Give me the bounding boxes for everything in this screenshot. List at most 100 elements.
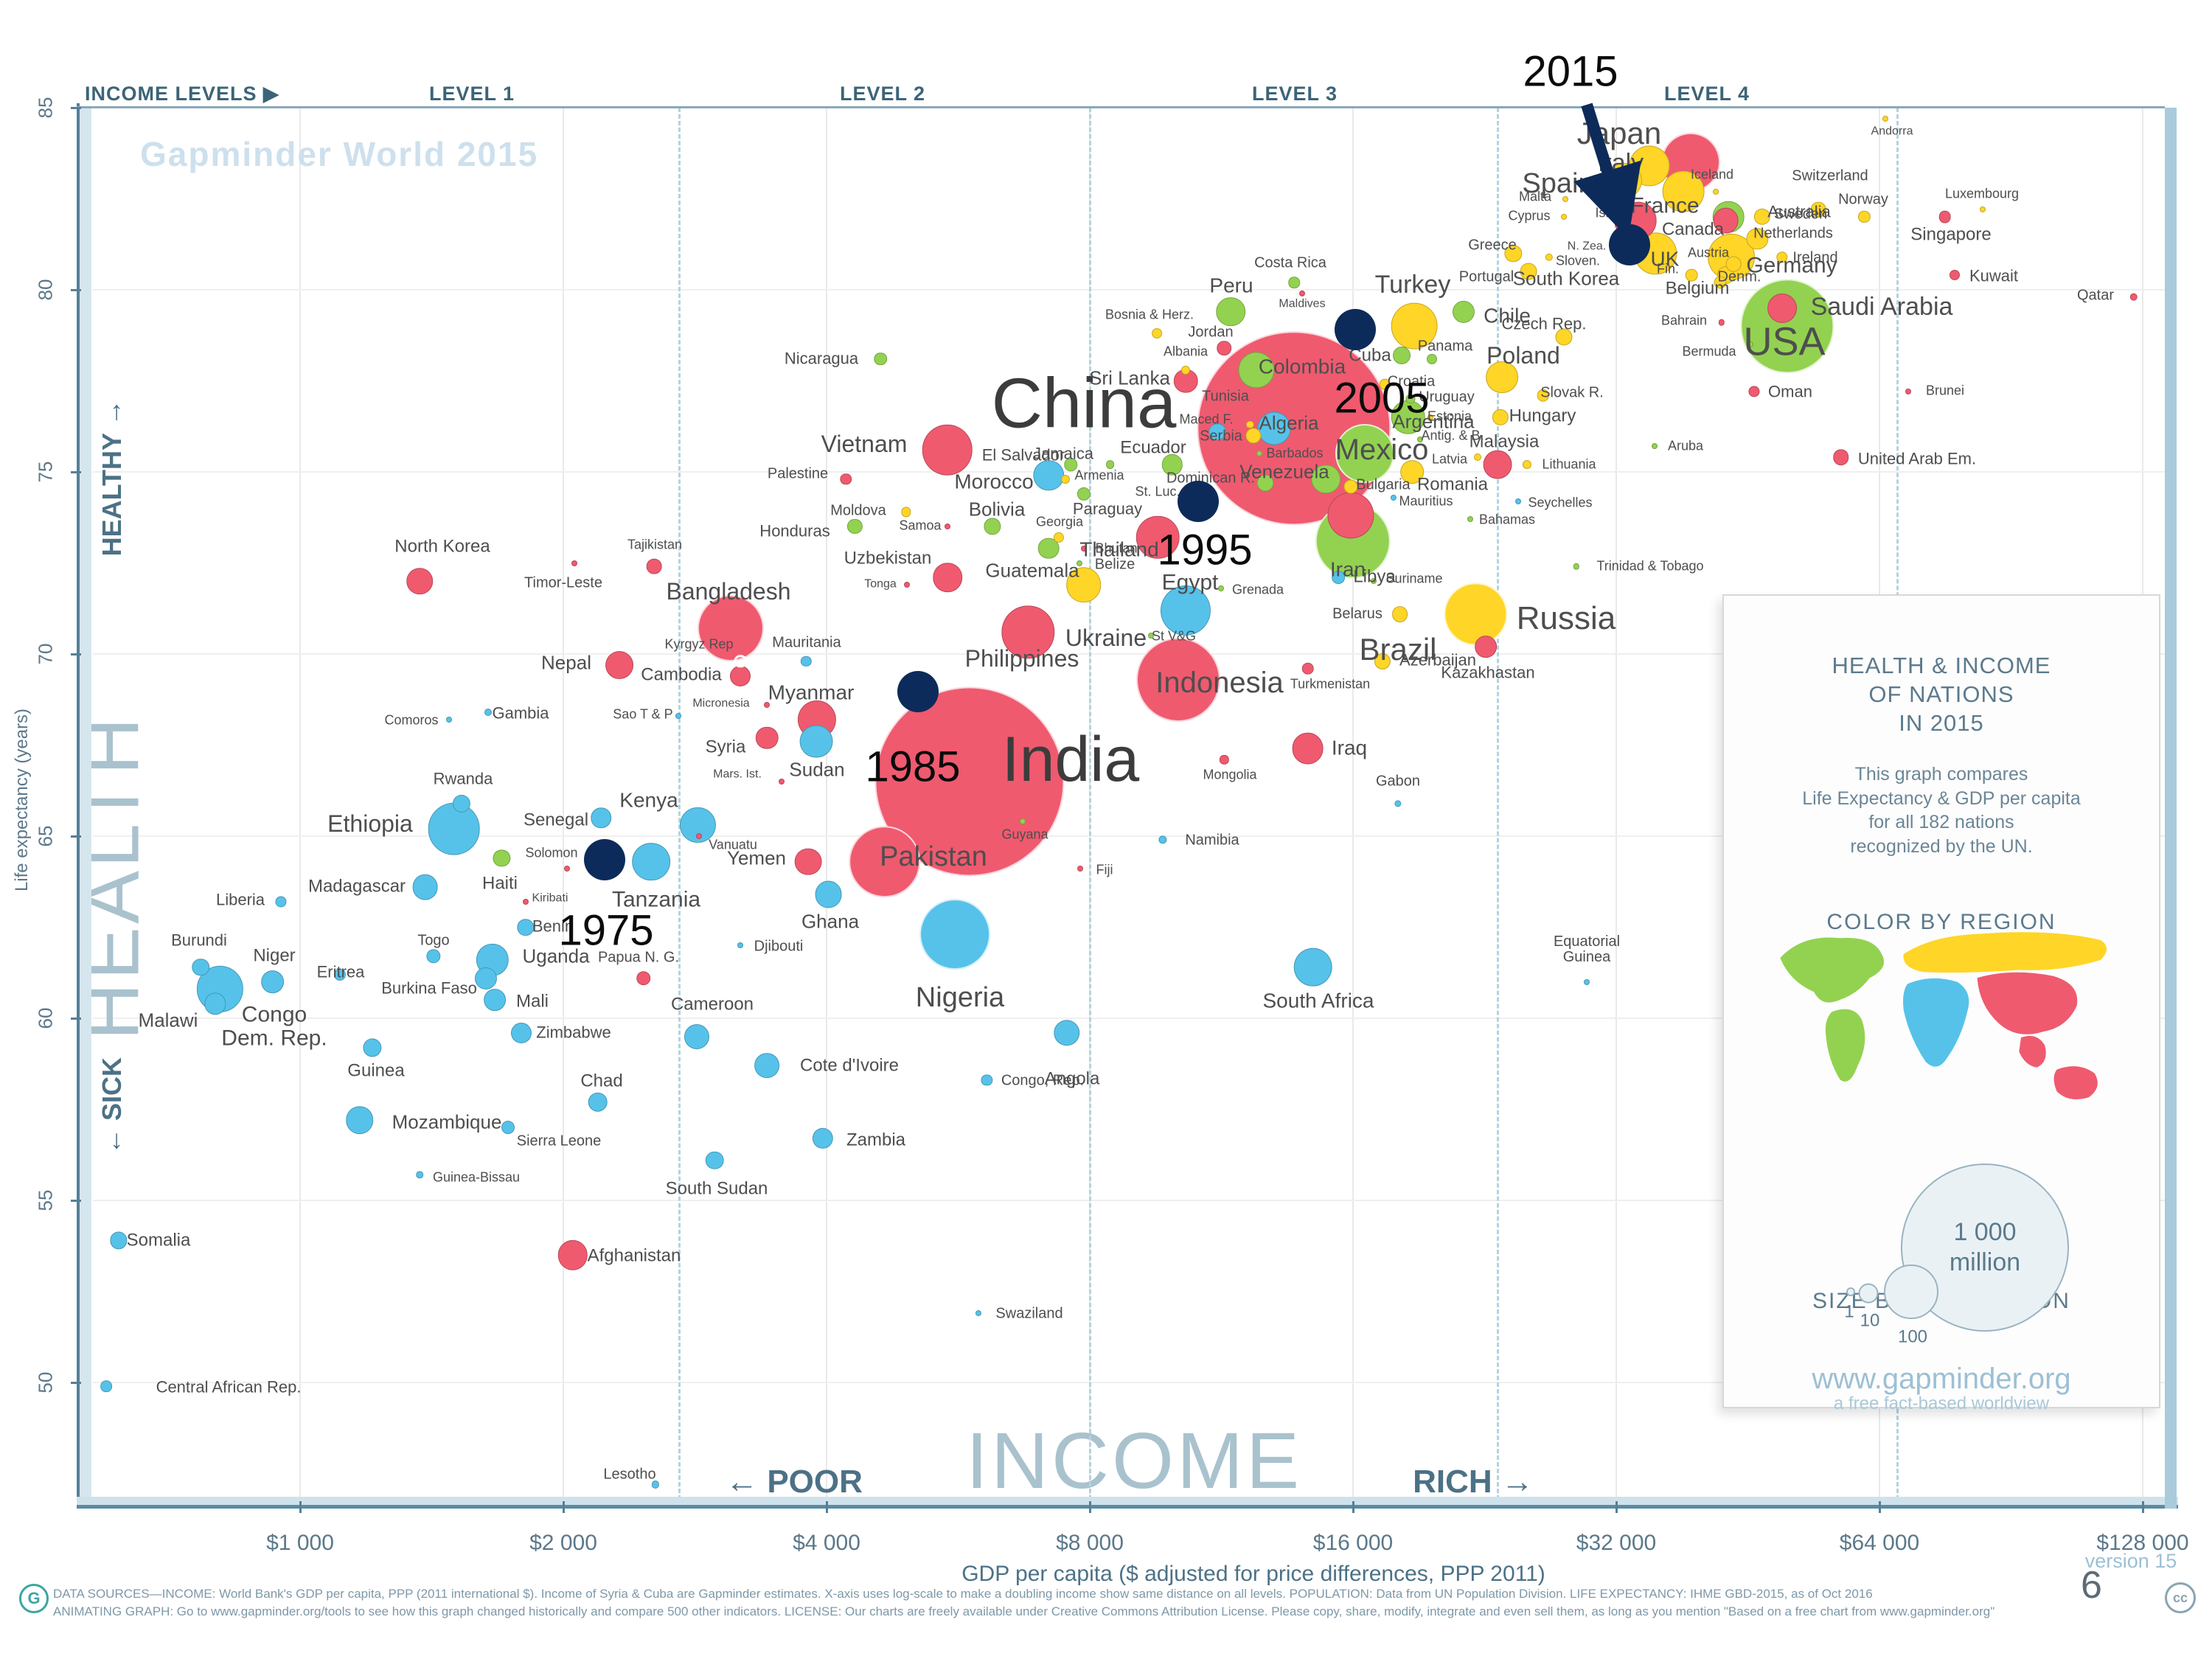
bubble-bosnia-herz: [1151, 328, 1162, 339]
label-ethiopia: Ethiopia: [327, 810, 413, 838]
bubble-seychelles: [1514, 498, 1521, 504]
bubble-sloven: [1545, 253, 1553, 261]
label-togo: Togo: [417, 932, 450, 949]
label-rwanda: Rwanda: [433, 769, 493, 788]
version-label: version 15: [2084, 1550, 2177, 1572]
bubble-qatar: [2129, 293, 2138, 302]
label-gabon: Gabon: [1375, 773, 1421, 790]
bubble-bhutan: [1080, 545, 1087, 552]
y-gridline-50: [93, 1382, 2165, 1383]
label-kazakhastan: Kazakhastan: [1441, 663, 1535, 682]
x-tick-4000: [826, 1501, 828, 1513]
watermark-title: Gapminder World 2015: [140, 135, 539, 173]
label-grenada: Grenada: [1231, 582, 1284, 597]
x-gridline-32000: [1615, 108, 1617, 1500]
legend-color-by-region-heading: COLOR BY REGION: [1826, 910, 2056, 935]
label-gambia: Gambia: [492, 703, 549, 723]
bubble-luxembourg: [1980, 206, 1986, 213]
bubble-estonia: [1427, 414, 1433, 420]
bubble-croatia: [1379, 379, 1391, 390]
bubble-cote-d-ivoire: [754, 1053, 780, 1079]
bubble-yemen: [794, 848, 822, 875]
bubble-namibia: [1158, 835, 1167, 844]
bubble-aruba: [1652, 443, 1658, 450]
y-tick-label-80: 80: [34, 279, 57, 301]
bubble-angola: [1054, 1020, 1080, 1046]
label-bhutan: Bhutan: [1095, 540, 1138, 556]
label-latvia: Latvia: [1431, 451, 1468, 467]
bubble-singapore: [1938, 210, 1951, 223]
x-tick-label-8000: $8 000: [1056, 1531, 1124, 1555]
level-header-level-4: LEVEL 4: [1663, 83, 1750, 105]
bubble-romania: [1400, 460, 1425, 484]
bubble-uzbekistan: [933, 563, 962, 593]
label-congo-rep: Congo, Rep.: [1001, 1072, 1085, 1089]
bubble-belarus: [1391, 605, 1408, 622]
bubble-zambia: [812, 1127, 834, 1150]
label-maldives: Maldives: [1279, 297, 1326, 310]
bubble-south-sudan: [706, 1151, 724, 1169]
trajectory-year-label-2005: 2005: [1334, 374, 1430, 422]
label-lithuania: Lithuania: [1542, 456, 1596, 472]
bubble-congo-rep: [981, 1074, 992, 1086]
label-angola: Angola: [1044, 1068, 1100, 1089]
x-gridline-2000: [563, 108, 564, 1500]
label-bosnia-herz: Bosnia & Herz.: [1105, 307, 1194, 322]
label-oman: Oman: [1768, 382, 1812, 401]
y-tick-label-60: 60: [34, 1007, 57, 1029]
label-nepal: Nepal: [541, 651, 591, 674]
label-swaziland: Swaziland: [995, 1305, 1063, 1322]
rich-label: RICH →: [1413, 1464, 1534, 1500]
label-china: China: [991, 364, 1177, 443]
label-jordan: Jordan: [1188, 324, 1234, 341]
bubble-nigeria: [919, 899, 991, 970]
bubble-azerbaijan: [1374, 653, 1391, 669]
label-ukraine: Ukraine: [1065, 625, 1147, 652]
label-belarus: Belarus: [1332, 605, 1382, 622]
label-costa-rica: Costa Rica: [1254, 254, 1326, 271]
label-belize: Belize: [1094, 556, 1135, 573]
slide-page-number: 6: [2081, 1564, 2102, 1607]
label-djibouti: Djibouti: [754, 938, 804, 955]
size-label-10: 10: [1860, 1310, 1880, 1331]
level-header-level-3: LEVEL 3: [1251, 83, 1338, 105]
label-chile: Chile: [1484, 304, 1531, 327]
label-ghana: Ghana: [801, 910, 860, 933]
label-sloven: Sloven.: [1555, 253, 1601, 268]
label-yemen: Yemen: [727, 846, 786, 869]
bubble-bahrain: [1718, 319, 1725, 326]
trajectory-dot-2015: [1609, 224, 1650, 265]
label-madagascar: Madagascar: [307, 876, 406, 897]
label-north-korea: North Korea: [394, 536, 490, 557]
label-st-luc: St. Luc.: [1135, 484, 1180, 499]
bubble-afghanistan: [557, 1239, 588, 1270]
bubble-nicaragua: [874, 352, 887, 366]
bubble-north-korea: [406, 568, 433, 594]
label-sudan: Sudan: [789, 758, 845, 781]
bubble-bahamas: [1467, 516, 1474, 523]
y-tick-65: [71, 835, 81, 838]
world-map-icon: [1761, 920, 2122, 1119]
y-tick-50: [71, 1382, 81, 1384]
label-equatorial-guinea: Equatorial Guinea: [1553, 933, 1621, 965]
bubble-lithuania: [1522, 460, 1532, 470]
size-circle-100m: [1884, 1265, 1938, 1319]
label-comoros: Comoros: [384, 712, 439, 728]
legend-title: HEALTH & INCOME OF NATIONS IN 2015: [1832, 653, 2051, 736]
y-tick-85: [71, 107, 81, 109]
bubble-nepal: [605, 650, 634, 679]
label-russia: Russia: [1516, 599, 1616, 636]
bubble-iran: [1327, 492, 1374, 539]
bubble-pakistan: [848, 825, 921, 898]
bubble-portugal: [1520, 262, 1537, 280]
label-burundi: Burundi: [171, 931, 227, 950]
label-trinidad-tobago: Trinidad & Tobago: [1596, 558, 1704, 574]
y-gridline-55: [93, 1200, 2165, 1201]
bubble-sierra-leone: [501, 1121, 515, 1135]
bubble-ghana: [815, 880, 843, 908]
label-somalia: Somalia: [126, 1230, 191, 1251]
bubble-united-arab-em: [1832, 449, 1849, 465]
income-level-divider-3: [1497, 108, 1499, 1500]
label-antig-b: Antig. & B.: [1421, 428, 1484, 443]
x-tick-1000: [299, 1501, 302, 1513]
